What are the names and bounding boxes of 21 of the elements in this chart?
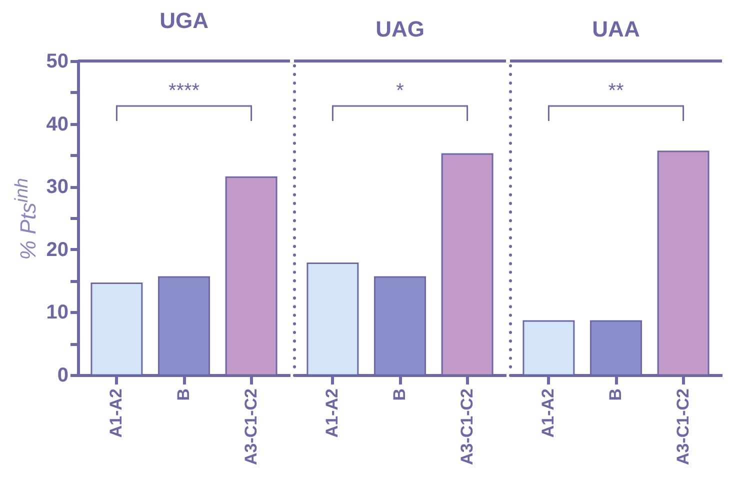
annotation: ** (608, 80, 624, 102)
y-tick-label: 40 (46, 113, 68, 136)
annotation: **** (168, 80, 200, 102)
x-tick-label: B (390, 388, 409, 401)
x-tick-label: B (606, 388, 625, 401)
y-tick-label: 30 (46, 176, 68, 198)
x-tick-label: A1-A2 (538, 388, 558, 438)
chart-title: UGA (160, 8, 209, 33)
y-tick-label: 10 (46, 302, 68, 324)
y-tick-label: 0 (57, 364, 68, 386)
x-tick-label: A3-C1-C2 (673, 388, 692, 466)
x-tick-label: A3-C1-C2 (457, 388, 476, 466)
y-tick-label: 50 (46, 50, 68, 72)
x-tick-label: A1-A2 (322, 388, 342, 438)
x-tick-label: A1-A2 (106, 388, 126, 438)
chart-title: UAA (592, 16, 640, 42)
annotation: * (396, 80, 404, 102)
x-tick-label: B (174, 388, 193, 401)
chart-title: UAG (376, 16, 424, 42)
x-tick-label: A3-C1-C2 (241, 388, 260, 466)
y-tick-label: 20 (46, 238, 68, 261)
